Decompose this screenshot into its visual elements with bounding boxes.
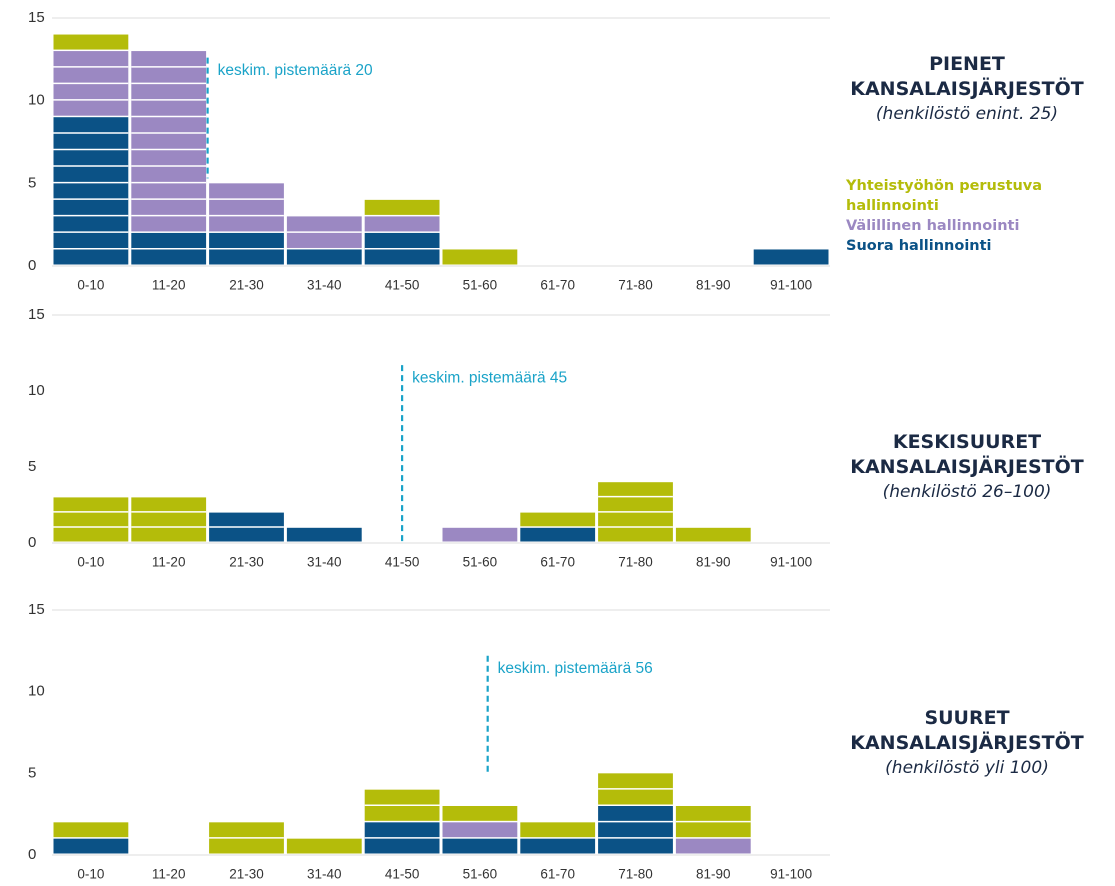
bar-segment bbox=[286, 527, 362, 542]
x-tick-label: 11-20 bbox=[152, 867, 186, 882]
y-tick-label: 5 bbox=[28, 174, 36, 191]
mean-label: keskim. pistemäärä 45 bbox=[412, 369, 567, 386]
bar-segment bbox=[753, 249, 829, 265]
x-tick-label: 81-90 bbox=[696, 867, 731, 882]
mean-label: keskim. pistemäärä 20 bbox=[218, 62, 373, 79]
panel-subtitle: (henkilöstö enint. 25) bbox=[875, 104, 1059, 124]
y-tick-label: 10 bbox=[28, 382, 45, 399]
y-tick-label: 5 bbox=[28, 458, 36, 475]
panel-label: SUURET KANSALAISJÄRJESTÖT (henkilöstö yl… bbox=[827, 706, 1107, 780]
bar-segment bbox=[442, 822, 518, 838]
x-tick-label: 31-40 bbox=[307, 867, 342, 882]
panel-title: SUURET KANSALAISJÄRJESTÖT bbox=[850, 707, 1084, 754]
x-tick-label: 91-100 bbox=[770, 555, 812, 570]
x-tick-label: 0-10 bbox=[77, 555, 104, 570]
legend: Yhteistyöhön perustuva hallinnointi Välil… bbox=[846, 176, 1051, 256]
bar-segment bbox=[364, 199, 440, 215]
panel-title: PIENET KANSALAISJÄRJESTÖT bbox=[850, 53, 1084, 100]
x-tick-label: 0-10 bbox=[77, 278, 104, 293]
bar-segment bbox=[209, 183, 284, 232]
y-tick-label: 15 bbox=[28, 306, 45, 323]
y-tick-label: 0 bbox=[28, 534, 36, 551]
y-tick-label: 10 bbox=[28, 92, 45, 109]
x-tick-label: 61-70 bbox=[540, 278, 575, 293]
x-tick-label: 41-50 bbox=[385, 867, 420, 882]
x-tick-label: 71-80 bbox=[618, 555, 653, 570]
x-tick-label: 31-40 bbox=[307, 278, 342, 293]
bar-segment bbox=[598, 806, 673, 854]
x-tick-label: 31-40 bbox=[307, 555, 342, 570]
bar-segment bbox=[442, 806, 518, 821]
bar-segment bbox=[53, 34, 129, 50]
y-tick-label: 0 bbox=[28, 257, 36, 274]
bar-segment bbox=[442, 838, 518, 854]
x-tick-label: 91-100 bbox=[770, 867, 812, 882]
bar-segment bbox=[675, 838, 751, 854]
y-tick-label: 10 bbox=[28, 683, 45, 700]
x-tick-label: 21-30 bbox=[229, 278, 264, 293]
x-tick-label: 21-30 bbox=[229, 867, 264, 882]
x-tick-label: 71-80 bbox=[618, 278, 653, 293]
bar-segment bbox=[442, 249, 518, 265]
x-tick-label: 81-90 bbox=[696, 278, 731, 293]
bar-segment bbox=[53, 822, 129, 838]
x-tick-label: 71-80 bbox=[618, 867, 653, 882]
bar-segment bbox=[53, 497, 129, 542]
legend-entry: Suora hallinnointi bbox=[846, 238, 992, 254]
bar-segment bbox=[520, 512, 596, 527]
x-tick-label: 81-90 bbox=[696, 555, 731, 570]
bar-segment bbox=[520, 527, 596, 542]
x-tick-label: 21-30 bbox=[229, 555, 264, 570]
mean-label: keskim. pistemäärä 56 bbox=[498, 660, 653, 677]
bar-segment bbox=[286, 838, 362, 854]
bar-segment bbox=[675, 527, 751, 542]
bar-segment bbox=[520, 822, 596, 838]
panel-label: KESKISUURET KANSALAISJÄRJESTÖT (henkilös… bbox=[827, 430, 1107, 504]
bar-segment bbox=[53, 838, 129, 854]
x-tick-label: 91-100 bbox=[770, 278, 812, 293]
x-tick-label: 61-70 bbox=[540, 555, 575, 570]
panel-subtitle: (henkilöstö yli 100) bbox=[885, 758, 1049, 778]
x-tick-label: 11-20 bbox=[152, 555, 186, 570]
legend-entry: Välillinen hallinnointi bbox=[846, 218, 1020, 234]
x-tick-label: 51-60 bbox=[463, 278, 498, 293]
x-tick-label: 11-20 bbox=[152, 278, 186, 293]
x-tick-label: 51-60 bbox=[463, 867, 498, 882]
y-tick-label: 5 bbox=[28, 764, 36, 781]
panel-title: KESKISUURET KANSALAISJÄRJESTÖT bbox=[850, 431, 1084, 478]
legend-entry: Yhteistyöhön perustuva hallinnointi bbox=[846, 178, 1042, 214]
bar-segment bbox=[286, 249, 362, 265]
y-tick-label: 15 bbox=[28, 9, 45, 26]
x-tick-label: 41-50 bbox=[385, 555, 420, 570]
panel-label: PIENET KANSALAISJÄRJESTÖT (henkilöstö en… bbox=[827, 52, 1107, 126]
bar-segment bbox=[364, 216, 440, 232]
x-tick-label: 51-60 bbox=[463, 555, 498, 570]
bar-segment bbox=[53, 117, 129, 265]
bar-segment bbox=[131, 51, 207, 232]
panel-subtitle: (henkilöstö 26–100) bbox=[882, 482, 1052, 502]
bar-segment bbox=[520, 838, 596, 854]
x-tick-label: 61-70 bbox=[540, 867, 575, 882]
x-tick-label: 0-10 bbox=[77, 867, 104, 882]
y-tick-label: 15 bbox=[28, 601, 45, 618]
x-tick-label: 41-50 bbox=[385, 278, 420, 293]
bar-segment bbox=[442, 527, 518, 542]
bar-segment bbox=[131, 497, 207, 542]
y-tick-label: 0 bbox=[28, 846, 36, 863]
